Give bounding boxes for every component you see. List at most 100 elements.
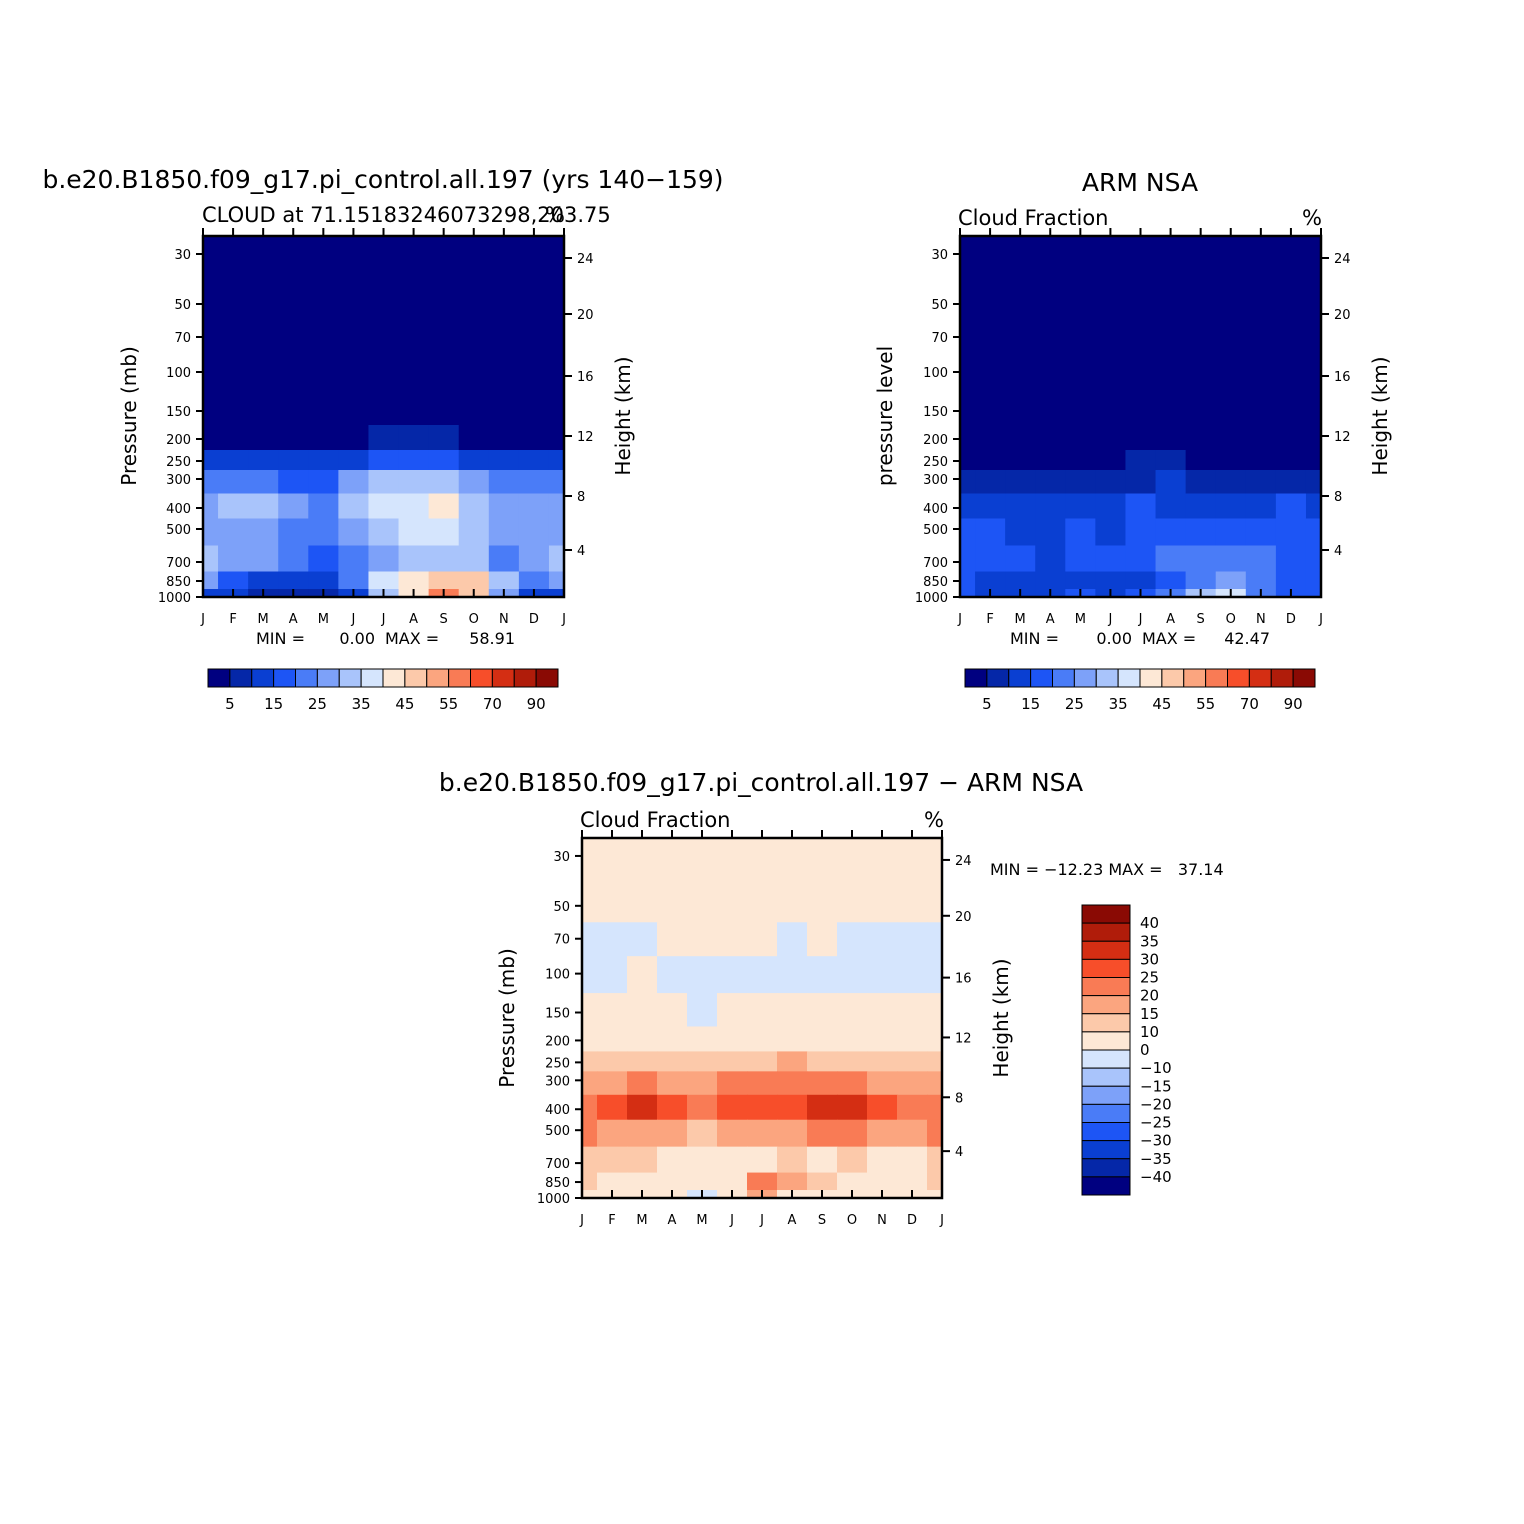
field-cell bbox=[338, 493, 370, 520]
field-cell bbox=[717, 1119, 748, 1148]
field-cell bbox=[203, 391, 219, 426]
field-cell bbox=[368, 425, 400, 451]
panel-model-axes: J F M A M J J A S O N D J 30 50 70 100 150 200 250 300 400 500… bbox=[158, 228, 594, 627]
field-cell bbox=[687, 1051, 718, 1072]
field-cell bbox=[657, 993, 688, 1028]
x-tick-label: N bbox=[1256, 612, 1266, 627]
field-cell bbox=[458, 493, 490, 520]
x-tick-label: F bbox=[986, 612, 993, 627]
field-cell bbox=[1215, 236, 1247, 280]
field-cell bbox=[975, 391, 1006, 426]
field-cell bbox=[458, 354, 490, 393]
field-cell bbox=[368, 354, 400, 393]
field-cell bbox=[717, 1094, 748, 1121]
field-cell bbox=[627, 922, 658, 957]
field-cell bbox=[218, 450, 249, 471]
y2-tick-label: 20 bbox=[577, 308, 594, 323]
colorbar-label: 55 bbox=[439, 695, 458, 713]
field-cell bbox=[777, 1146, 808, 1174]
colorbar-label: −25 bbox=[1140, 1114, 1172, 1132]
field-cell bbox=[687, 1071, 718, 1096]
field-cell bbox=[657, 1051, 688, 1072]
field-cell bbox=[597, 1094, 628, 1121]
field-cell bbox=[807, 956, 838, 994]
colorbar-box bbox=[1081, 1140, 1131, 1160]
field-cell bbox=[582, 922, 598, 957]
field-cell bbox=[1185, 236, 1217, 280]
field-cell bbox=[1035, 354, 1066, 393]
panel-model-ylabel: Pressure (mb) bbox=[117, 346, 141, 486]
y2-tick-label: 8 bbox=[1334, 490, 1342, 505]
panel-diff-left-string: Cloud Fraction bbox=[580, 808, 731, 832]
field-cell bbox=[1185, 450, 1217, 471]
field-cell bbox=[338, 450, 370, 471]
field-cell bbox=[597, 880, 628, 923]
field-cell bbox=[1005, 236, 1036, 280]
field-cell bbox=[1245, 571, 1277, 590]
field-cell bbox=[687, 922, 718, 957]
field-cell bbox=[747, 1071, 778, 1096]
field-cell bbox=[1245, 354, 1277, 393]
y-tick-label: 70 bbox=[931, 331, 948, 346]
x-tick-label: S bbox=[818, 1213, 826, 1228]
field-cell bbox=[897, 880, 928, 923]
field-cell bbox=[975, 354, 1006, 393]
colorbar-box bbox=[338, 668, 362, 688]
field-cell bbox=[1275, 545, 1307, 573]
field-cell bbox=[218, 493, 249, 520]
field-cell bbox=[308, 470, 339, 495]
field-cell bbox=[1275, 425, 1307, 451]
field-cell bbox=[717, 838, 748, 882]
panel-model-min-value: 0.00 bbox=[339, 629, 375, 648]
field-cell bbox=[747, 993, 778, 1028]
field-cell bbox=[807, 1094, 838, 1121]
field-cell bbox=[582, 1094, 598, 1121]
panel-obs-min-value: 0.00 bbox=[1096, 629, 1132, 648]
field-cell bbox=[960, 571, 976, 590]
field-cell bbox=[597, 922, 628, 957]
field-cell bbox=[428, 493, 460, 520]
field-cell bbox=[368, 518, 400, 547]
field-cell bbox=[582, 956, 598, 994]
x-tick-label: J bbox=[1107, 612, 1112, 627]
x-tick-label: M bbox=[1015, 612, 1026, 627]
y-tick-label: 70 bbox=[174, 331, 191, 346]
field-cell bbox=[218, 518, 249, 547]
field-cell bbox=[960, 425, 976, 451]
field-cell bbox=[428, 450, 460, 471]
field-cell bbox=[398, 391, 430, 426]
field-cell bbox=[1275, 571, 1307, 590]
field-cell bbox=[1185, 518, 1217, 547]
field-cell bbox=[488, 545, 520, 573]
field-cell bbox=[1125, 470, 1157, 495]
field-cell bbox=[203, 320, 219, 356]
y-tick-label: 1000 bbox=[537, 1192, 570, 1207]
panel-diff-minmax: MIN = −12.23 MAX = 37.14 bbox=[990, 860, 1224, 879]
field-cell bbox=[428, 545, 460, 573]
field-cell bbox=[837, 880, 868, 923]
colorbar-label: 10 bbox=[1140, 1023, 1159, 1041]
field-cell bbox=[488, 493, 520, 520]
field-cell bbox=[717, 1026, 748, 1053]
colorbar-box bbox=[426, 668, 450, 688]
field-cell bbox=[747, 922, 778, 957]
y-tick-label: 850 bbox=[923, 575, 948, 590]
panel-diff-y2label: Height (km) bbox=[989, 958, 1013, 1077]
field-cell bbox=[368, 470, 400, 495]
field-cell bbox=[1065, 391, 1096, 426]
x-tick-label: M bbox=[318, 612, 329, 627]
field-cell bbox=[897, 1146, 928, 1174]
x-tick-label: J bbox=[939, 1213, 944, 1228]
field-cell bbox=[1245, 279, 1277, 322]
y2-tick-label: 4 bbox=[955, 1145, 963, 1160]
field-cell bbox=[203, 571, 219, 590]
field-cell bbox=[960, 518, 976, 547]
field-cell bbox=[837, 993, 868, 1028]
field-cell bbox=[807, 1026, 838, 1053]
y-tick-label: 1000 bbox=[915, 591, 948, 606]
field-cell bbox=[368, 391, 400, 426]
field-cell bbox=[203, 545, 219, 573]
field-cell bbox=[1005, 354, 1036, 393]
field-cell bbox=[627, 1051, 658, 1072]
x-tick-label: J bbox=[561, 612, 566, 627]
